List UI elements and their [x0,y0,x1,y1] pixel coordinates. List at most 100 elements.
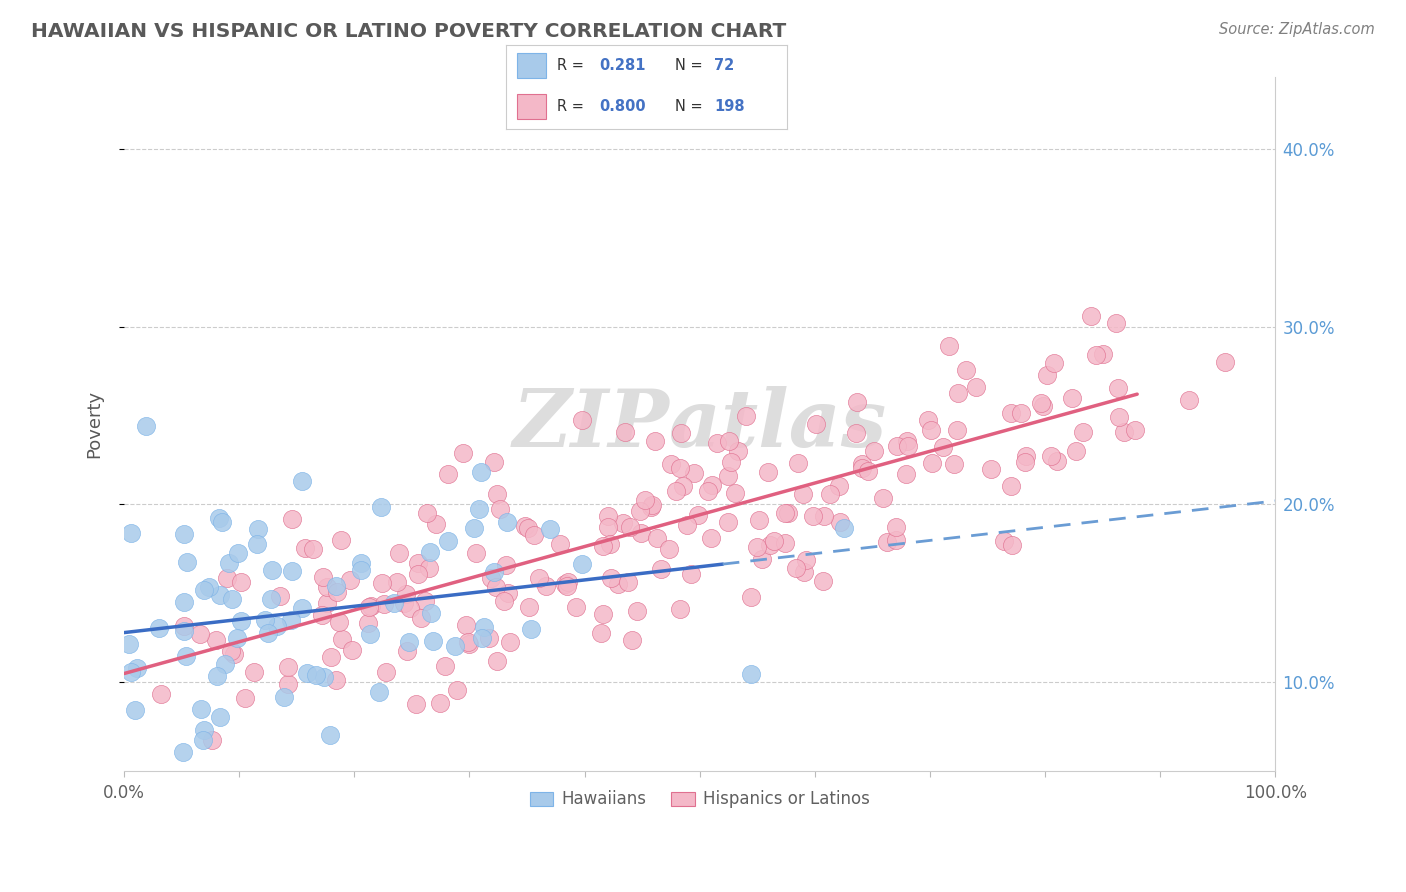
Point [718,434,741,449]
Point [980,462,1002,476]
Point [311,608,333,623]
Point [359,627,381,641]
Point [851,461,873,475]
Point [571,558,593,572]
Point [538,522,561,536]
Point [894,467,917,481]
Point [193,582,215,597]
Point [688,508,710,522]
Point [717,515,740,529]
Point [190,702,212,716]
Point [280,613,302,627]
Point [592,607,614,621]
Point [262,563,284,577]
Point [851,458,873,472]
Point [517,521,540,535]
Point [571,413,593,427]
Point [794,553,817,567]
Point [520,623,543,637]
Point [325,673,347,687]
Point [596,508,619,523]
Text: 198: 198 [714,99,745,114]
Point [464,546,486,560]
Point [295,666,318,681]
Point [458,637,481,651]
Point [523,527,546,541]
Bar [517,54,546,78]
Text: 0.281: 0.281 [599,58,645,73]
Point [349,556,371,570]
Point [208,588,231,602]
Point [858,464,880,478]
Point [785,560,807,574]
Point [534,579,557,593]
Point [418,561,440,575]
Point [174,648,197,663]
Point [477,632,499,646]
Point [398,635,420,649]
Point [650,562,672,576]
Text: 0.800: 0.800 [599,99,645,114]
Point [598,520,620,534]
Point [724,486,747,500]
Point [612,516,634,530]
Point [773,506,796,520]
Point [498,586,520,600]
Point [932,440,955,454]
Point [215,571,238,585]
Point [748,513,770,527]
Point [619,520,641,534]
Point [302,542,325,557]
Point [211,515,233,529]
Point [451,446,474,460]
Point [495,558,517,573]
Point [408,556,430,570]
Bar [517,94,546,120]
Point [246,537,269,551]
Point [256,626,278,640]
Point [1060,391,1083,405]
Point [360,599,382,613]
Point [218,556,240,570]
Point [1001,538,1024,552]
Point [277,676,299,690]
Point [700,478,723,492]
Point [1107,381,1129,395]
Point [125,661,148,675]
Point [628,504,651,518]
Point [281,511,304,525]
Point [634,493,657,508]
Point [830,515,852,529]
Point [671,479,693,493]
Point [173,527,195,541]
Text: Source: ZipAtlas.com: Source: ZipAtlas.com [1219,22,1375,37]
Point [150,687,173,701]
Point [896,434,918,448]
Point [463,521,485,535]
Point [325,579,347,593]
Point [318,728,340,742]
Point [359,599,381,614]
Point [488,502,510,516]
Point [1178,392,1201,407]
Point [813,508,835,523]
Point [706,435,728,450]
Point [591,626,613,640]
Point [727,444,749,458]
Point [845,425,868,440]
Point [120,665,142,680]
Point [1046,454,1069,468]
Point [172,745,194,759]
Point [486,487,509,501]
Point [758,538,780,552]
Point [832,521,855,535]
Point [965,380,987,394]
Point [942,457,965,471]
Point [291,600,314,615]
Point [630,526,652,541]
Text: 72: 72 [714,58,734,73]
Point [515,518,537,533]
Point [786,456,808,470]
Point [1071,425,1094,439]
Point [496,515,519,529]
